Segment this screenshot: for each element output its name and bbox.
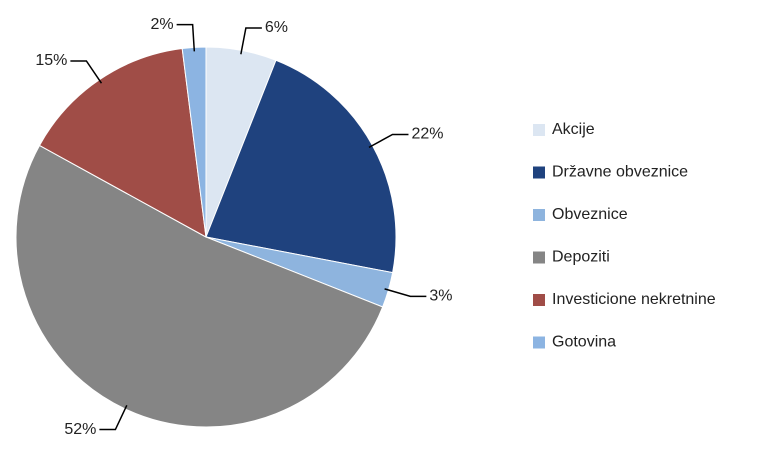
leader-line [99,404,128,431]
leader-line [240,27,262,55]
legend-label: Državne obveznice [552,164,688,181]
data-label: 15% [35,52,67,69]
legend-label: Akcije [552,121,595,138]
legend-swatch [533,336,545,349]
data-label: 52% [64,421,96,438]
leader-line [384,288,427,298]
data-label: 22% [411,126,443,143]
legend-swatch [533,294,545,306]
leader-line [368,133,409,149]
legend-swatch [533,124,545,136]
data-label: 2% [151,16,174,33]
legend-label: Investicione nekretnine [552,291,716,308]
legend-swatch [533,251,545,264]
data-label: 3% [429,288,452,305]
legend-swatch [533,209,545,221]
legend-swatch [533,166,545,179]
data-label: 6% [265,19,288,36]
leader-line [70,60,103,84]
leader-line [176,23,196,52]
legend-label: Obveznice [552,206,628,223]
legend-label: Gotovina [552,334,616,351]
legend-label: Depoziti [552,249,610,266]
